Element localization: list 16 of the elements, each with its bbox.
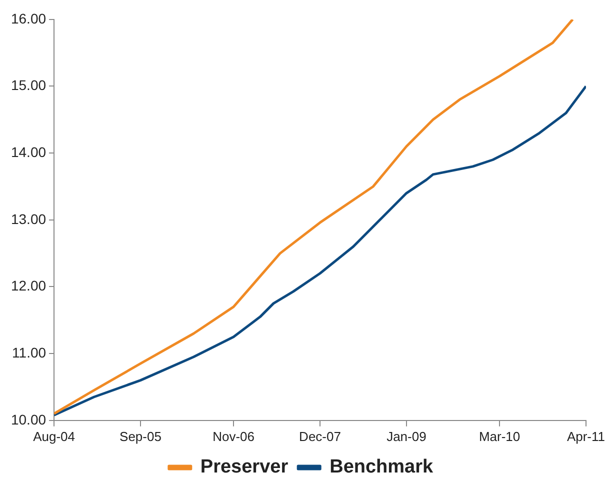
y-tick-label: 15.00: [10, 77, 46, 94]
x-tick-label: Sep-05: [120, 428, 162, 444]
x-tick-label: Dec-07: [299, 428, 341, 444]
y-tick-label: 13.00: [10, 210, 46, 227]
y-tick-label: 11.00: [12, 344, 46, 360]
legend-label: Benchmark: [330, 456, 434, 478]
x-tick-label: Apr-11: [566, 428, 606, 444]
y-tick-label: 10.00: [10, 411, 46, 428]
y-tick-label: 12.00: [10, 278, 46, 294]
y-tick-label: 14.00: [10, 144, 46, 160]
legend-label: Preserver: [200, 456, 289, 478]
x-tick-label: Jan-09: [386, 428, 426, 444]
x-tick-label: Nov-06: [212, 428, 255, 444]
x-tick-label: Aug-04: [33, 428, 75, 444]
y-tick-label: 16.00: [10, 10, 46, 26]
x-tick-label: Mar-10: [478, 428, 520, 444]
